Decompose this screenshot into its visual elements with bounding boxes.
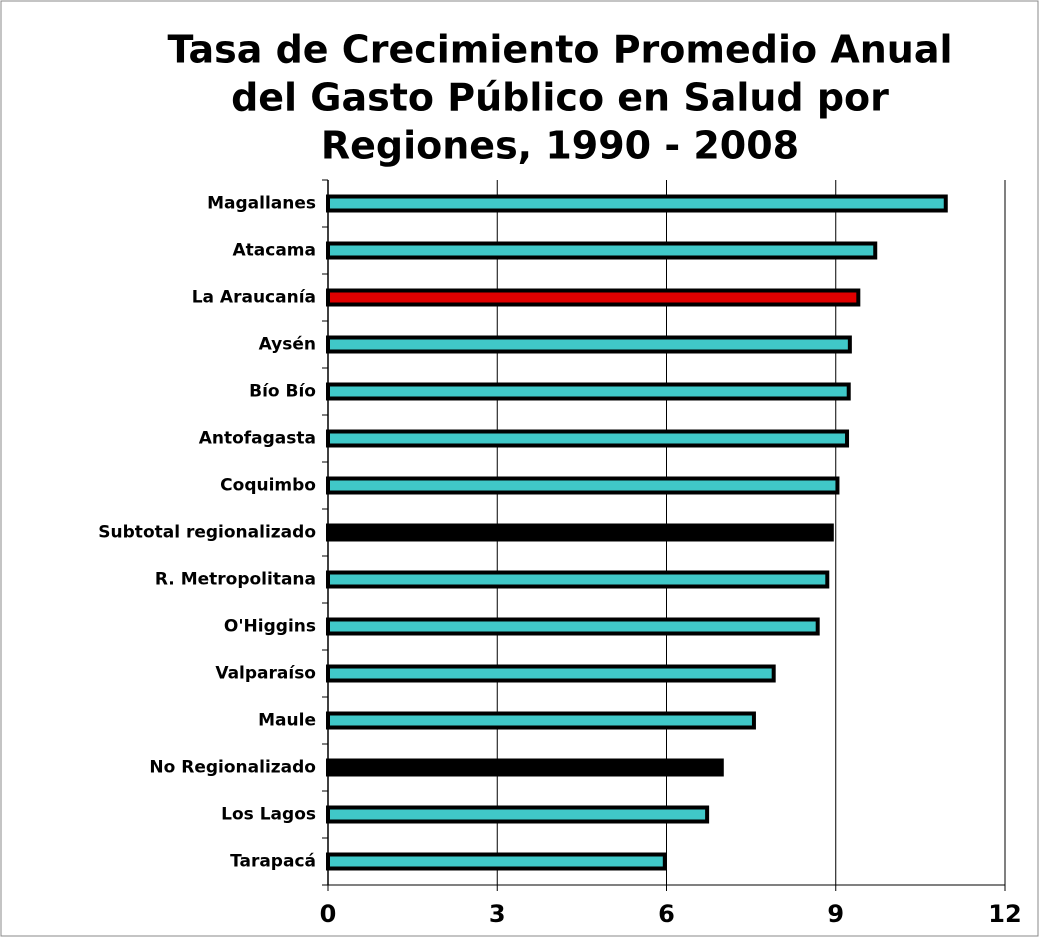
bar bbox=[326, 476, 840, 495]
y-tick-label: R. Metropolitana bbox=[155, 570, 316, 590]
bar bbox=[326, 758, 724, 777]
chart-title: Regiones, 1990 - 2008 bbox=[321, 124, 799, 168]
bar bbox=[326, 664, 776, 683]
bar bbox=[326, 429, 850, 448]
y-tick-label: Valparaíso bbox=[215, 664, 316, 684]
x-tick-label: 9 bbox=[827, 900, 844, 928]
y-tick-label: Maule bbox=[258, 711, 316, 731]
bar bbox=[326, 617, 820, 636]
x-tick-label: 6 bbox=[658, 900, 675, 928]
bar bbox=[326, 241, 878, 260]
bar bbox=[326, 570, 830, 589]
bar bbox=[326, 711, 756, 730]
bar bbox=[326, 382, 851, 401]
y-tick-label: Subtotal regionalizado bbox=[98, 523, 316, 543]
x-tick-label: 12 bbox=[988, 900, 1021, 928]
x-tick-label: 0 bbox=[320, 900, 337, 928]
y-tick-label: Bío Bío bbox=[249, 382, 316, 402]
y-tick-label: Antofagasta bbox=[199, 429, 316, 449]
chart-title: Tasa de Crecimiento Promedio Anual bbox=[167, 28, 952, 72]
bar bbox=[326, 288, 861, 307]
y-tick-label: Atacama bbox=[233, 241, 317, 261]
y-tick-label: Los Lagos bbox=[221, 805, 316, 825]
bar bbox=[326, 194, 948, 213]
y-tick-label: Magallanes bbox=[207, 194, 316, 214]
bar bbox=[326, 852, 667, 871]
y-tick-label: No Regionalizado bbox=[149, 758, 316, 778]
chart-title: del Gasto Público en Salud por bbox=[231, 76, 889, 120]
y-tick-label: Tarapacá bbox=[230, 852, 316, 872]
y-tick-label: La Araucanía bbox=[192, 288, 316, 308]
y-tick-label: Coquimbo bbox=[220, 476, 316, 496]
bar bbox=[326, 335, 852, 354]
bar bbox=[326, 523, 834, 542]
x-tick-label: 3 bbox=[489, 900, 506, 928]
bar bbox=[326, 805, 710, 824]
y-tick-label: Aysén bbox=[259, 335, 316, 355]
y-tick-label: O'Higgins bbox=[224, 617, 316, 637]
